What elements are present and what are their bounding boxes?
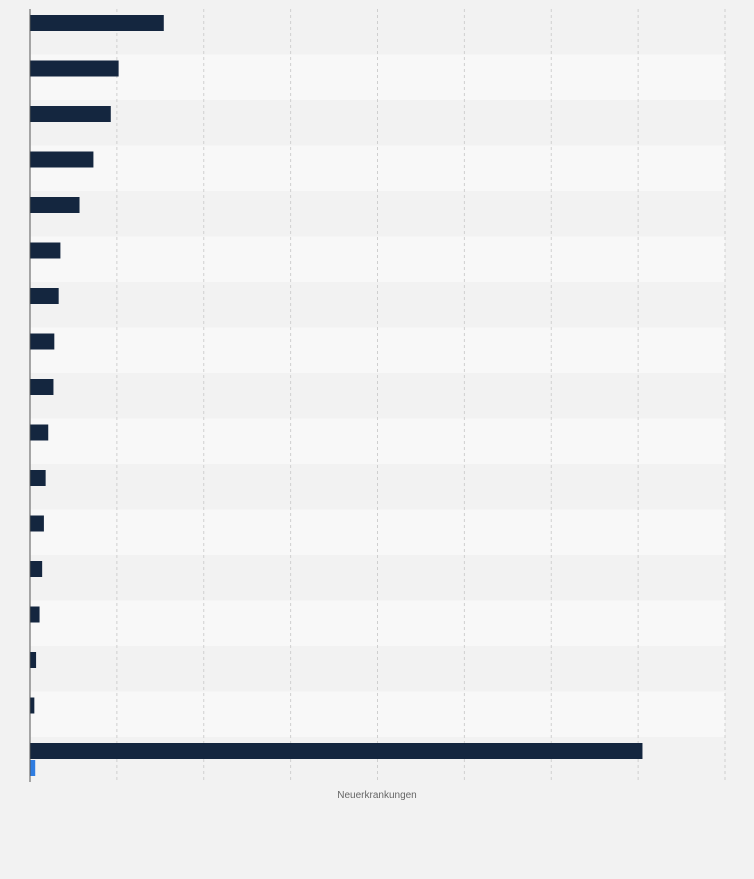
bar: [30, 515, 44, 532]
bar: [30, 333, 55, 350]
bar: [30, 379, 54, 395]
bar: [30, 697, 35, 714]
bar: [30, 470, 46, 486]
bar: [30, 151, 94, 168]
bar: [30, 760, 36, 776]
bars: [30, 15, 643, 776]
bar: [30, 652, 37, 668]
bar: [30, 197, 80, 213]
bar: [30, 561, 43, 577]
bar: [30, 288, 59, 304]
x-axis-label: Neuerkrankungen: [337, 790, 417, 801]
bar: [30, 743, 643, 759]
bar: [30, 242, 61, 259]
grid-lines: [116, 9, 726, 782]
bar: [30, 106, 111, 122]
bar: [30, 60, 119, 77]
bar: [30, 15, 164, 31]
bar: [30, 606, 40, 623]
bar: [30, 424, 49, 441]
